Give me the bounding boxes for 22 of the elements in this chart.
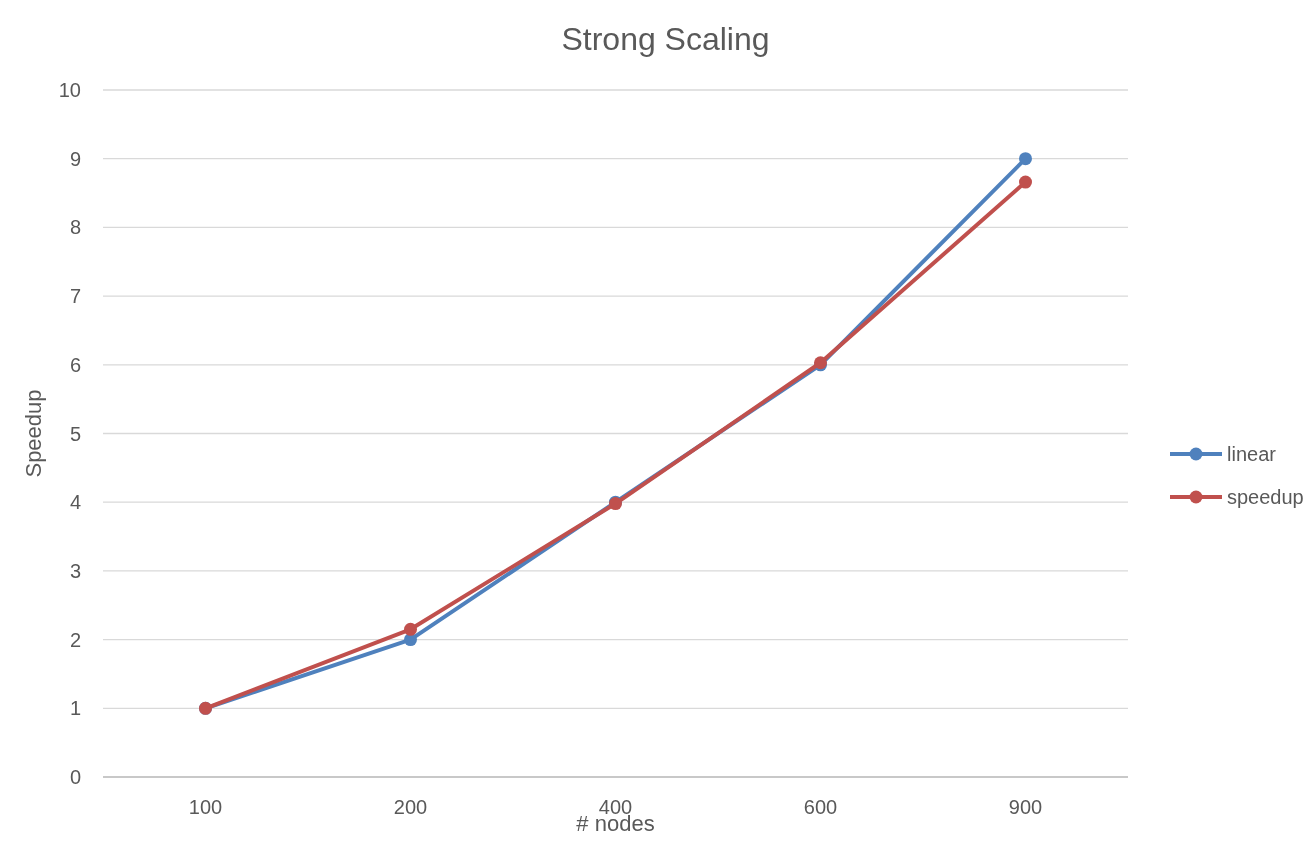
x-tick-label: 100 <box>188 796 223 818</box>
chart-title: Strong Scaling <box>561 21 770 57</box>
y-tick-label: 6 <box>69 353 81 376</box>
x-tick-label: 600 <box>803 796 838 818</box>
y-tick-label: 3 <box>69 559 81 582</box>
y-axis-title: Speedup <box>21 389 46 478</box>
y-tick-label: 9 <box>69 147 81 170</box>
x-tick-label: 900 <box>1008 796 1043 818</box>
point <box>1019 175 1032 189</box>
y-tick-label: 4 <box>69 491 81 514</box>
legend-label: speedup <box>1227 486 1304 508</box>
point <box>1019 152 1032 166</box>
y-tick-label: 1 <box>69 697 81 720</box>
y-tick-label: 10 <box>58 79 81 101</box>
y-tick-label: 7 <box>69 285 81 308</box>
legend-label: linear <box>1227 443 1277 465</box>
x-tick-label: 200 <box>393 796 428 818</box>
y-tick-label: 8 <box>69 216 81 239</box>
point <box>404 622 417 636</box>
y-tick-label: 2 <box>69 628 81 651</box>
y-tick-label: 5 <box>69 422 81 445</box>
y-tick-label: 0 <box>69 766 81 788</box>
